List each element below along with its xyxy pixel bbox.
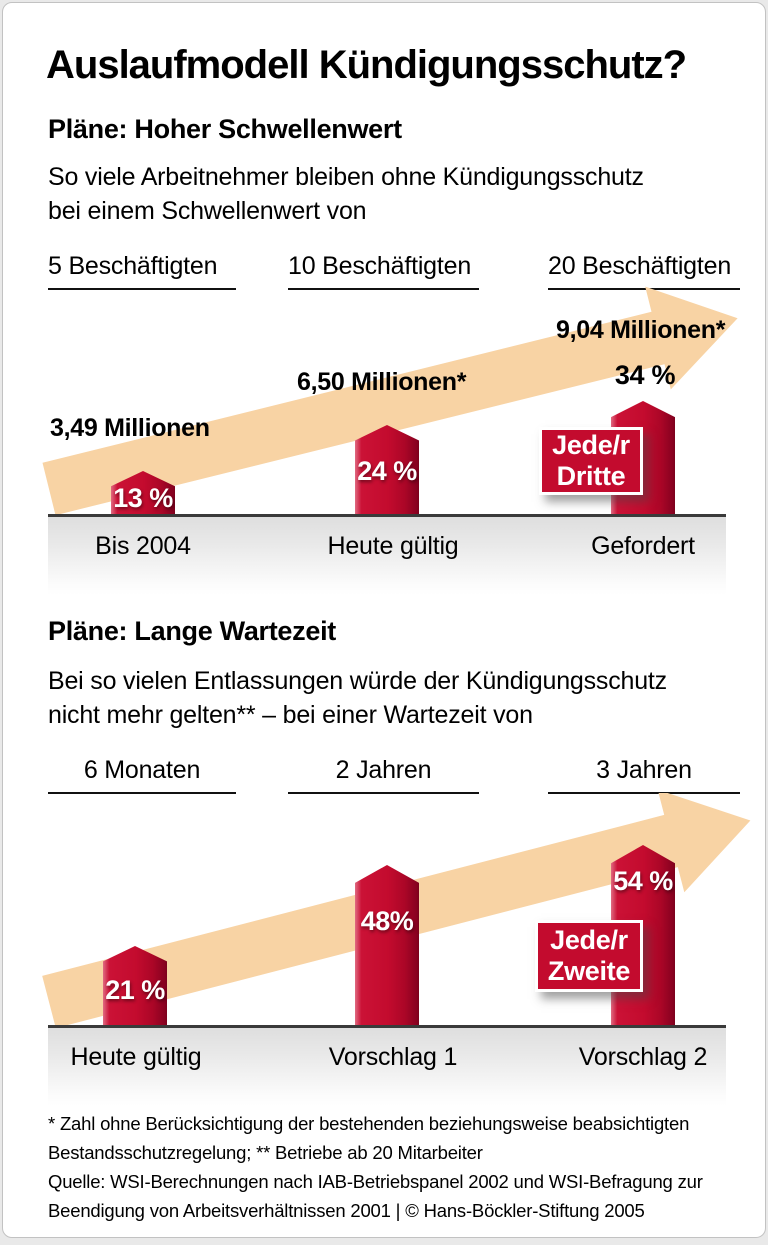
chart2-bar2-percent-label: 48% bbox=[360, 906, 414, 936]
section2-intro: Bei so vielen Entlassungen würde der Kün… bbox=[48, 664, 667, 732]
chart1-amount-label-1: 3,49 Millionen bbox=[50, 414, 210, 442]
wait-label-6-monate: 6 Monaten bbox=[48, 756, 236, 794]
chart1-badge-jeder-dritte: Jede/r Dritte bbox=[539, 427, 643, 495]
chart1-badge-line1: Jede/r bbox=[552, 430, 630, 460]
chart2-bar3-percent-label: 54 % bbox=[613, 866, 673, 896]
chart2-bar1-percent-label: 21 % bbox=[105, 975, 165, 1005]
threshold-label-20: 20 Beschäftigten bbox=[548, 252, 740, 290]
chart1-plot: 13 % 24 % 3,49 Millionen 6,50 Millionen*… bbox=[3, 283, 765, 516]
chart1-bar-heute-gueltig: 24 % bbox=[355, 425, 419, 516]
section1-intro-line1: So viele Arbeitnehmer bleiben ohne Kündi… bbox=[48, 163, 644, 191]
section1-intro-line2: bei einem Schwellenwert von bbox=[48, 197, 367, 225]
footnote-line1: * Zahl ohne Berücksichtigung der bestehe… bbox=[48, 1113, 690, 1134]
section1-heading: Pläne: Hoher Schwellenwert bbox=[48, 114, 402, 144]
chart2-badge-line1: Jede/r bbox=[550, 925, 628, 955]
chart1-axis-label-1: Bis 2004 bbox=[95, 532, 191, 560]
threshold-label-5: 5 Beschäftigten bbox=[48, 252, 236, 290]
chart2-bar-heute-gueltig: 21 % bbox=[103, 946, 167, 1027]
chart1-amount-label-2: 6,50 Millionen* bbox=[297, 368, 467, 396]
chart2-bar-vorschlag-1: 48% bbox=[355, 865, 419, 1027]
threshold-label-10: 10 Beschäftigten bbox=[288, 252, 479, 290]
upward-trend-arrow-icon bbox=[42, 286, 738, 516]
chart2-badge-jeder-zweite: Jede/r Zweite bbox=[535, 920, 643, 992]
chart1-axis-label-3: Gefordert bbox=[591, 532, 695, 560]
chart1-baseline bbox=[48, 514, 726, 517]
chart2-baseline bbox=[48, 1025, 726, 1028]
section2-intro-line1: Bei so vielen Entlassungen würde der Kün… bbox=[48, 667, 667, 695]
footnote-line2: Bestandsschutzregelung; ** Betriebe ab 2… bbox=[48, 1142, 483, 1163]
source-line2: Beendigung von Arbeitsverhältnissen 2001… bbox=[48, 1200, 645, 1221]
chart1-badge-line2: Dritte bbox=[556, 461, 626, 491]
chart1-amount-label-3: 9,04 Millionen* bbox=[556, 316, 726, 344]
chart1-axis-band: Bis 2004 Heute gültig Gefordert bbox=[48, 517, 726, 595]
wait-label-2-jahre: 2 Jahren bbox=[288, 756, 479, 794]
chart1-bar1-percent-label: 13 % bbox=[113, 483, 173, 513]
chart2-plot: 21 % 48% 54 % Jede/r Zweite bbox=[3, 793, 765, 1027]
section2-heading: Pläne: Lange Wartezeit bbox=[48, 616, 336, 646]
footnote: * Zahl ohne Berücksichtigung der bestehe… bbox=[48, 1109, 689, 1167]
wait-label-3-jahre: 3 Jahren bbox=[548, 756, 740, 794]
chart2-badge-line2: Zweite bbox=[547, 956, 631, 986]
page-title: Auslaufmodell Kündigungsschutz? bbox=[46, 43, 687, 87]
chart1-axis-label-2: Heute gültig bbox=[327, 532, 459, 560]
chart2-axis-band: Heute gültig Vorschlag 1 Vorschlag 2 bbox=[48, 1028, 726, 1106]
chart2-axis-label-1: Heute gültig bbox=[70, 1043, 202, 1071]
chart1-bar2-percent-label: 24 % bbox=[357, 456, 417, 486]
chart2-axis-label-2: Vorschlag 1 bbox=[328, 1043, 458, 1071]
chart1-bar3-percent-label: 34 % bbox=[614, 360, 676, 390]
chart2-axis-label-3: Vorschlag 2 bbox=[578, 1043, 708, 1071]
source-attribution: Quelle: WSI-Berechnungen nach IAB-Betrie… bbox=[48, 1167, 703, 1225]
source-line1: Quelle: WSI-Berechnungen nach IAB-Betrie… bbox=[48, 1171, 703, 1192]
section1-intro: So viele Arbeitnehmer bleiben ohne Kündi… bbox=[48, 160, 644, 228]
section2-intro-line2: nicht mehr gelten** – bei einer Wartezei… bbox=[48, 701, 533, 729]
